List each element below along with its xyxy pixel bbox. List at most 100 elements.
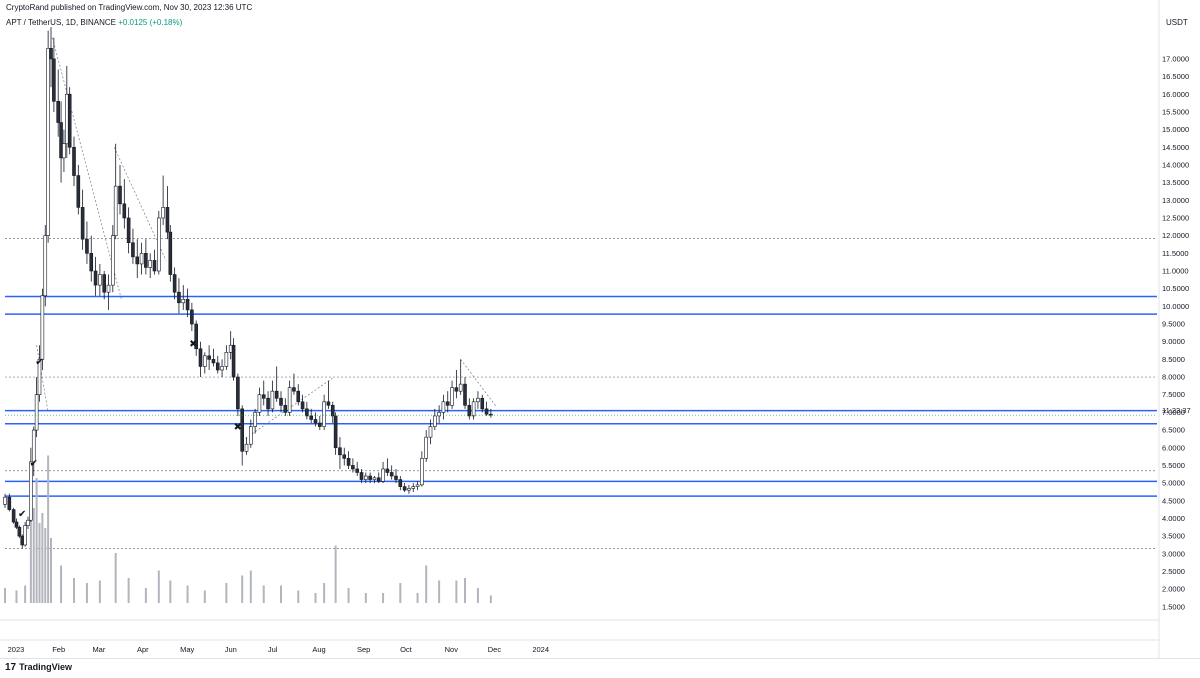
candle-down bbox=[135, 256, 140, 265]
candle-up bbox=[181, 298, 186, 304]
candle-down bbox=[215, 362, 220, 371]
tradingview-brand: TradingView bbox=[19, 662, 72, 672]
volume-bar bbox=[38, 523, 41, 603]
y-tick-label: 10.0000 bbox=[1162, 302, 1189, 311]
volume-bar bbox=[464, 578, 466, 603]
candle-down bbox=[376, 477, 381, 482]
volume-bar bbox=[32, 508, 35, 603]
candle-down bbox=[177, 291, 181, 304]
volume-bar bbox=[425, 565, 428, 603]
y-tick-label: 6.5000 bbox=[1162, 426, 1185, 435]
currency-label: USDT bbox=[1166, 18, 1188, 27]
volume-bar bbox=[98, 580, 101, 603]
candle-up bbox=[458, 383, 463, 392]
cross-marker: ✖ bbox=[234, 422, 242, 433]
candle-down bbox=[49, 47, 53, 60]
volume-bar bbox=[241, 575, 244, 603]
candle-down bbox=[122, 203, 127, 219]
volume-bar bbox=[157, 570, 160, 603]
y-tick-label: 7.5000 bbox=[1162, 390, 1185, 399]
candle-down bbox=[398, 479, 403, 487]
candle-down bbox=[318, 422, 322, 427]
volume-bar bbox=[382, 593, 385, 603]
candle-up bbox=[424, 436, 428, 459]
y-tick-label: 4.5000 bbox=[1162, 496, 1185, 505]
candle-up bbox=[224, 352, 229, 367]
y-tick-label: 1.5000 bbox=[1162, 602, 1185, 611]
trend-line bbox=[113, 147, 167, 261]
volume-bar bbox=[203, 590, 206, 603]
candle-down bbox=[80, 207, 85, 240]
candle-up bbox=[157, 217, 161, 272]
candle-down bbox=[7, 496, 12, 510]
candle-down bbox=[194, 323, 198, 350]
candle-down bbox=[266, 397, 270, 410]
candlestick-chart[interactable]: 1.5000 2.0000 2.5000 3.0000 3.5000 4.0000 4.50… bbox=[0, 0, 1200, 658]
y-tick-label: 12.0000 bbox=[1162, 231, 1189, 240]
tradingview-logo-mark: 17 bbox=[5, 662, 17, 673]
candle-up bbox=[249, 426, 253, 445]
price-change: +0.0125 (+0.18%) bbox=[118, 18, 183, 27]
candle-down bbox=[190, 309, 194, 325]
y-tick-label: 17.0000 bbox=[1162, 54, 1189, 63]
y-tick-label: 8.0000 bbox=[1162, 373, 1185, 382]
candle-down bbox=[231, 344, 236, 378]
candle-down bbox=[351, 465, 355, 470]
candle-up bbox=[98, 274, 102, 286]
candle-up bbox=[257, 394, 262, 413]
candle-down bbox=[389, 472, 394, 477]
candle-down bbox=[240, 408, 244, 452]
volume-bar bbox=[347, 588, 350, 603]
volume-bar bbox=[364, 593, 367, 603]
candle-up bbox=[43, 235, 48, 297]
x-tick-label: Mar bbox=[92, 645, 105, 654]
candle-up bbox=[433, 415, 437, 427]
candle-up bbox=[31, 429, 36, 463]
candle-up bbox=[34, 394, 39, 431]
volume-bar bbox=[85, 583, 88, 603]
candle-down bbox=[346, 458, 351, 466]
y-tick-label: 13.5000 bbox=[1162, 178, 1189, 187]
candle-up bbox=[203, 355, 207, 367]
trend-line bbox=[52, 37, 122, 300]
candle-up bbox=[106, 284, 111, 293]
candle-up bbox=[411, 486, 416, 489]
x-tick-label: Jul bbox=[268, 645, 278, 654]
candle-down bbox=[207, 355, 211, 360]
candle-down bbox=[131, 242, 135, 258]
y-tick-label: 6.0000 bbox=[1162, 443, 1185, 452]
check-marker: ✔ bbox=[35, 357, 43, 368]
y-tick-label: 11.0000 bbox=[1162, 267, 1189, 276]
candle-down bbox=[355, 468, 359, 473]
candle-down bbox=[402, 486, 407, 491]
volume-bar bbox=[41, 513, 44, 603]
y-tick-label: 2.5000 bbox=[1162, 567, 1185, 576]
symbol-title: APT / TetherUS, 1D, BINANCE bbox=[6, 18, 116, 27]
candle-down bbox=[76, 175, 81, 208]
tradingview-logo[interactable]: 17 TradingView bbox=[5, 662, 72, 673]
candle-down bbox=[11, 509, 16, 523]
volume-bar bbox=[24, 585, 27, 603]
candle-up bbox=[476, 397, 480, 403]
check-marker: ✔ bbox=[30, 459, 38, 470]
candle-up bbox=[322, 401, 326, 427]
symbol-legend: APT / TetherUS, 1D, BINANCE +0.0125 (+0.… bbox=[6, 18, 182, 27]
y-tick-label: 8.5000 bbox=[1162, 355, 1185, 364]
candle-up bbox=[161, 207, 165, 219]
candle-down bbox=[168, 231, 173, 275]
countdown-label: 11:23:37 bbox=[1162, 406, 1191, 415]
x-tick-label: Feb bbox=[52, 645, 65, 654]
candle-down bbox=[118, 185, 122, 205]
y-tick-label: 16.0000 bbox=[1162, 90, 1189, 99]
candle-down bbox=[165, 207, 170, 233]
candle-up bbox=[471, 401, 476, 417]
volume-bar bbox=[225, 583, 228, 603]
y-tick-label: 7.0000 bbox=[1162, 408, 1185, 417]
y-tick-label: 10.5000 bbox=[1162, 284, 1189, 293]
candle-down bbox=[489, 413, 493, 416]
candle-down bbox=[385, 468, 390, 473]
y-tick-label: 13.0000 bbox=[1162, 196, 1189, 205]
volume-bar bbox=[455, 580, 458, 603]
cross-marker: ✖ bbox=[189, 339, 197, 350]
candle-up bbox=[244, 443, 249, 452]
